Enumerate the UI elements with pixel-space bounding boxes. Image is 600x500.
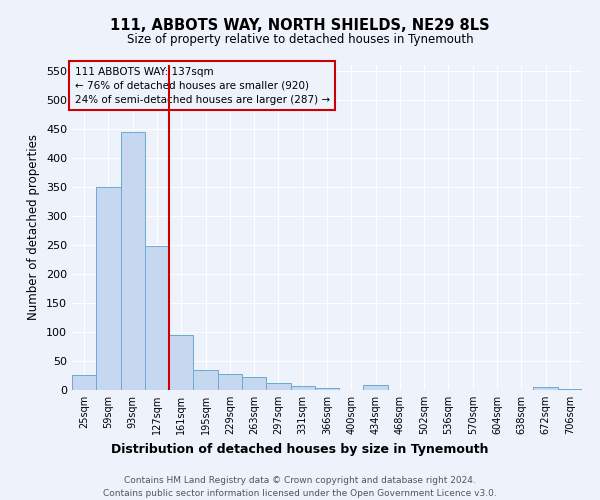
Text: Contains public sector information licensed under the Open Government Licence v3: Contains public sector information licen… [103,489,497,498]
Text: Size of property relative to detached houses in Tynemouth: Size of property relative to detached ho… [127,32,473,46]
Text: Distribution of detached houses by size in Tynemouth: Distribution of detached houses by size … [111,442,489,456]
Bar [193,370,218,390]
Bar [121,132,145,390]
Bar [145,246,169,390]
Bar [72,376,96,390]
Bar [96,187,121,390]
Bar [169,335,193,390]
Bar [266,383,290,390]
Bar [218,374,242,390]
Text: 111 ABBOTS WAY: 137sqm
← 76% of detached houses are smaller (920)
24% of semi-de: 111 ABBOTS WAY: 137sqm ← 76% of detached… [74,66,329,104]
Bar [364,386,388,390]
Bar [290,386,315,390]
Bar [242,377,266,390]
Text: 111, ABBOTS WAY, NORTH SHIELDS, NE29 8LS: 111, ABBOTS WAY, NORTH SHIELDS, NE29 8LS [110,18,490,32]
Text: Contains HM Land Registry data © Crown copyright and database right 2024.: Contains HM Land Registry data © Crown c… [124,476,476,485]
Bar [315,388,339,390]
Y-axis label: Number of detached properties: Number of detached properties [28,134,40,320]
Bar [558,389,582,390]
Bar [533,387,558,390]
